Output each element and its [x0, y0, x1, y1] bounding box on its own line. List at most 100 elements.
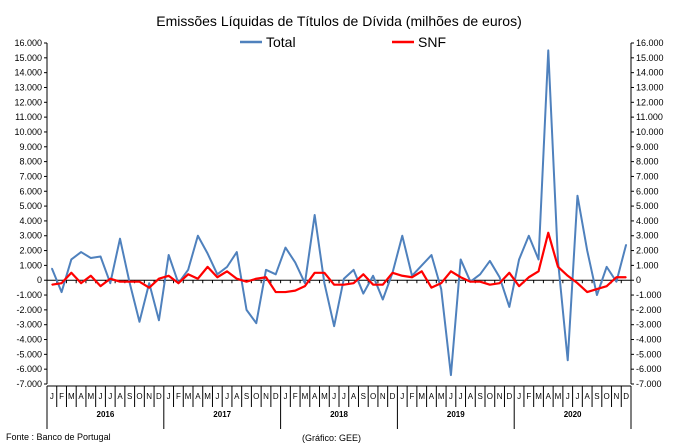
point-total [207, 252, 209, 255]
y-tick-label-left: 10.000 [14, 127, 42, 137]
y-tick-label-left: 0 [37, 275, 42, 285]
month-label: N [614, 392, 620, 401]
y-tick-label-right: 11.000 [636, 112, 663, 122]
month-label: O [136, 392, 142, 401]
point-snf [80, 282, 82, 284]
point-snf [333, 284, 335, 286]
y-tick-label-right: 16.000 [636, 38, 664, 48]
series-line-total [50, 49, 628, 377]
month-label: A [117, 392, 123, 401]
point-total [138, 321, 141, 323]
month-label: N [146, 392, 152, 401]
y-tick-label-right: -6.000 [636, 364, 662, 374]
y-tick-label-right: -1.000 [636, 290, 662, 300]
month-label: O [370, 392, 376, 401]
y-tick-label-left: 5.000 [19, 201, 42, 211]
month-label: A [429, 392, 435, 401]
month-label: O [253, 392, 259, 401]
point-total [314, 214, 316, 216]
y-tick-label-left: 12.000 [14, 97, 42, 107]
point-snf [391, 272, 394, 274]
point-total [245, 309, 248, 311]
month-label: A [585, 392, 591, 401]
point-snf [596, 288, 598, 290]
month-label: J [332, 392, 336, 401]
chart-title: Emissões Líquidas de Títulos de Dívida (… [156, 13, 521, 29]
month-label: J [459, 392, 463, 401]
y-axis-left: -7.000 -6.000 -5.000 -4.000 -3.000 -2.000 -1.0… [14, 38, 47, 389]
y-tick-label-left: 15.000 [14, 53, 42, 63]
month-label: D [273, 392, 279, 401]
y-tick-label-left: -7.000 [16, 379, 42, 389]
month-label: D [156, 392, 162, 401]
month-label: M [185, 392, 192, 401]
point-snf [148, 287, 150, 289]
point-snf [508, 272, 510, 274]
y-tick-label-left: -2.000 [16, 305, 42, 315]
point-snf [158, 278, 160, 280]
month-label: A [234, 392, 240, 401]
point-snf [528, 276, 530, 278]
month-label: O [604, 392, 610, 401]
y-tick-label-left: 7.000 [19, 171, 42, 181]
month-label: F [526, 392, 531, 401]
y-tick-label-left: 2.000 [19, 246, 42, 256]
point-snf [567, 275, 569, 277]
year-label: 2019 [447, 410, 465, 419]
axes [46, 43, 632, 384]
point-total [158, 319, 160, 321]
month-label: A [546, 392, 552, 401]
point-snf [304, 285, 306, 287]
month-label: S [127, 392, 132, 401]
y-tick-label-left: 4.000 [19, 216, 42, 226]
y-tick-label-right: -7.000 [636, 379, 662, 389]
point-snf [138, 281, 141, 283]
month-label: A [78, 392, 84, 401]
month-label: J [575, 392, 579, 401]
month-label: M [438, 392, 445, 401]
y-tick-label-left: -3.000 [16, 320, 42, 330]
point-snf [460, 276, 462, 278]
point-total [168, 254, 170, 256]
point-total [382, 298, 384, 301]
y-tick-label-right: 10.000 [636, 127, 664, 137]
month-label: S [361, 392, 366, 401]
month-label: J [566, 392, 570, 401]
y-tick-label-right: 9.000 [636, 142, 659, 152]
month-label: J [99, 392, 103, 401]
point-total [353, 269, 355, 271]
point-total [119, 238, 121, 240]
month-label: S [244, 392, 249, 401]
point-total [343, 278, 345, 280]
y-tick-label-right: 12.000 [636, 97, 664, 107]
point-snf [226, 270, 228, 272]
month-label: S [594, 392, 599, 401]
point-snf [450, 270, 452, 272]
y-tick-label-right: 7.000 [636, 171, 659, 181]
point-snf [109, 278, 111, 280]
point-snf [537, 270, 540, 272]
month-label: F [293, 392, 298, 401]
source-note: Fonte : Banco de Portugal [6, 432, 111, 442]
point-total [255, 322, 257, 324]
legend-label: SNF [418, 34, 446, 50]
point-snf [236, 278, 238, 280]
point-snf [323, 272, 325, 274]
point-snf [90, 275, 92, 277]
month-label: F [410, 392, 415, 401]
point-snf [625, 276, 627, 278]
point-total [430, 254, 433, 256]
point-total [284, 247, 287, 249]
point-snf [440, 282, 442, 284]
point-total [304, 282, 306, 284]
point-total [586, 249, 588, 252]
point-total [537, 258, 540, 261]
month-label: N [263, 392, 269, 401]
y-tick-label-left: 3.000 [19, 231, 42, 241]
point-total [323, 282, 325, 284]
month-label: J [449, 392, 453, 401]
month-label: J [50, 392, 54, 401]
point-snf [119, 281, 121, 283]
month-label: O [487, 392, 493, 401]
point-total [518, 258, 520, 261]
